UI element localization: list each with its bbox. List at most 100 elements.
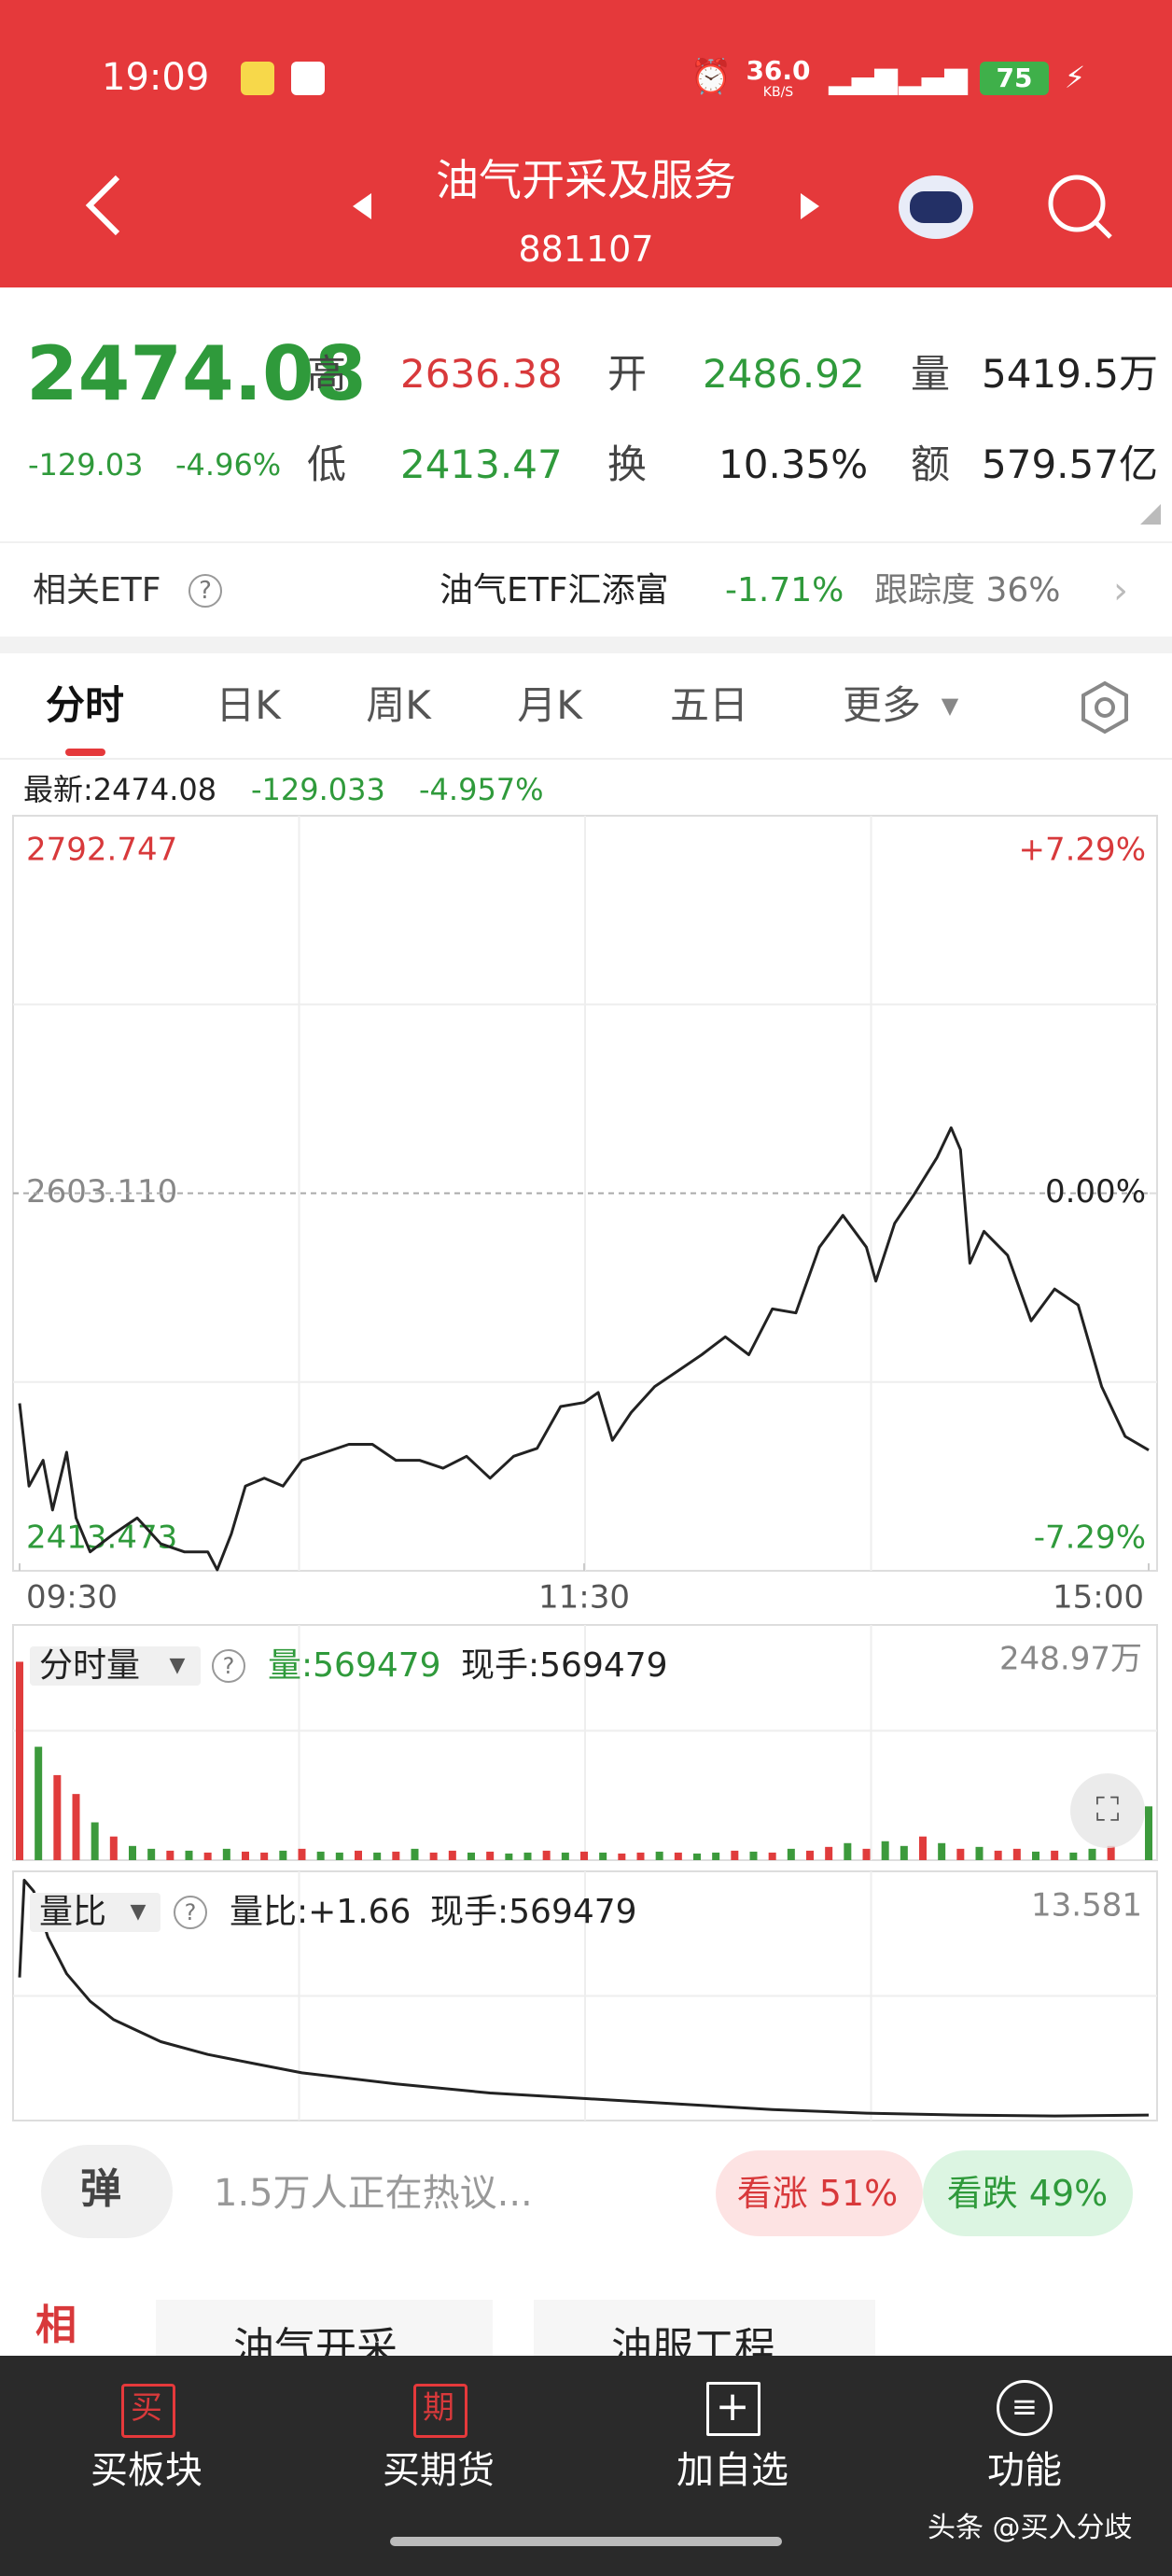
discussion-text[interactable]: 1.5万人正在热议... [214,2172,533,2215]
price-line [18,1126,1150,1572]
dropdown-arrow: ▼ [130,1900,146,1924]
next-button[interactable] [801,193,819,219]
volume-bar [975,1846,984,1860]
field-value: 5419.5万 [982,351,1158,397]
volume-bar [956,1848,965,1860]
volume-bar [731,1850,739,1860]
volume-selector[interactable] [30,1646,201,1686]
volume-bar [53,1774,62,1860]
section-gap [0,637,1172,653]
settings-dot [1095,697,1115,718]
volume-bar [1088,1848,1096,1860]
field-value: 10.35% [719,441,869,487]
volume-bar [185,1850,193,1860]
help-icon[interactable]: ? [174,1896,207,1929]
alarm-icon: ⏰ [690,58,732,96]
y-tick-label: 13.581 [1031,1887,1142,1925]
tab[interactable]: 分时 [45,682,125,728]
bullish-button[interactable] [716,2150,923,2236]
nav-icon [706,2382,760,2436]
volume-bar [335,1852,343,1860]
related-card[interactable] [534,2300,875,2356]
corner-mark [1140,504,1161,525]
volume-bar [1069,1852,1078,1860]
volume-bar [636,1852,645,1860]
volume-bar [429,1852,438,1860]
field-label: 低 [307,441,347,487]
assistant-face [910,191,962,223]
nav-menu: ≡ [1011,2388,1039,2426]
battery-level: 75 [996,63,1033,93]
related-card[interactable] [156,2300,493,2356]
expand-corner[interactable] [1140,504,1161,525]
volume-bar [109,1836,118,1860]
nav-label[interactable]: 加自选 [677,2449,788,2492]
tab[interactable]: 月K [517,682,582,728]
ratio-label: 量比 [39,1893,107,1931]
search-button[interactable] [1048,175,1106,232]
divider [0,758,1172,760]
volume-bar [655,1851,663,1860]
volume-bar [919,1836,927,1860]
help-icon[interactable]: ? [188,574,222,608]
volume-bar [260,1852,269,1860]
nav-icon [413,2384,467,2438]
volume-bar [448,1850,456,1860]
volume-bar [279,1850,287,1860]
volume-bar [580,1851,588,1860]
volume-bar [844,1842,852,1860]
volume-bar [373,1852,382,1860]
volume-bar [222,1848,230,1860]
change: -129.03 [28,447,144,483]
nav-label[interactable]: 买板块 [91,2449,202,2492]
volume-bar [505,1853,513,1860]
field-value: 2636.38 [400,351,563,397]
price: 2474.08 [26,330,367,417]
page-title: 油气开采及服务 [436,155,736,205]
app-icon [241,62,274,95]
volume-bar [881,1841,889,1860]
bearish-button[interactable] [923,2150,1133,2236]
volume-value: 量:569479 [268,1646,441,1685]
tab[interactable]: 更多 [842,682,922,728]
volume-bar [938,1842,946,1860]
settings-button[interactable] [1075,678,1135,737]
volume-bar [749,1851,758,1860]
chevron: › [1113,569,1128,612]
volume-bar [91,1822,99,1860]
volume-label: 分时量 [39,1646,141,1685]
etf-name[interactable]: 油气ETF汇添富 [440,571,669,609]
ratio-selector[interactable] [30,1893,160,1932]
danmaku-button[interactable] [41,2145,173,2238]
etf-label: 相关ETF [33,571,161,609]
price-line [18,1879,1150,2118]
danmaku-label: 弹 [80,2165,121,2213]
help-icon[interactable]: ? [212,1649,245,1683]
y-tick-label: 2603.110 [26,1173,177,1211]
tab[interactable]: 周K [366,682,431,728]
nav-label[interactable]: 功能 [987,2449,1062,2492]
nav-label[interactable]: 买期货 [383,2449,495,2492]
ratio-value: 量比:+1.66 [230,1893,412,1931]
fullscreen-button[interactable]: ⛶ [1070,1773,1145,1848]
field-value: 2413.47 [400,441,563,487]
latest-price: 最新:2474.08 [23,772,217,807]
field-label: 额 [911,441,951,487]
home-indicator [390,2537,782,2546]
status-time: 19:09 [102,56,210,99]
y2-tick-label: -7.29% [1034,1519,1146,1557]
nav-icon-text: 买 [131,2389,162,2427]
tab[interactable]: 日K [216,682,281,728]
volume-bar [900,1845,908,1860]
back-button[interactable] [85,175,120,236]
app-icon [291,62,325,95]
prev-button[interactable] [353,193,371,219]
tab[interactable]: 五日 [669,682,749,728]
volume-bar [298,1848,306,1860]
bottom-nav: 买 期 + ≡ 买板块 买期货 加自选 功能 头条 @买入分歧 [0,2356,1172,2576]
volume-bar [561,1852,569,1860]
volume-bar [994,1850,1002,1860]
volume-bar [674,1852,682,1860]
volume-bar [768,1852,776,1860]
